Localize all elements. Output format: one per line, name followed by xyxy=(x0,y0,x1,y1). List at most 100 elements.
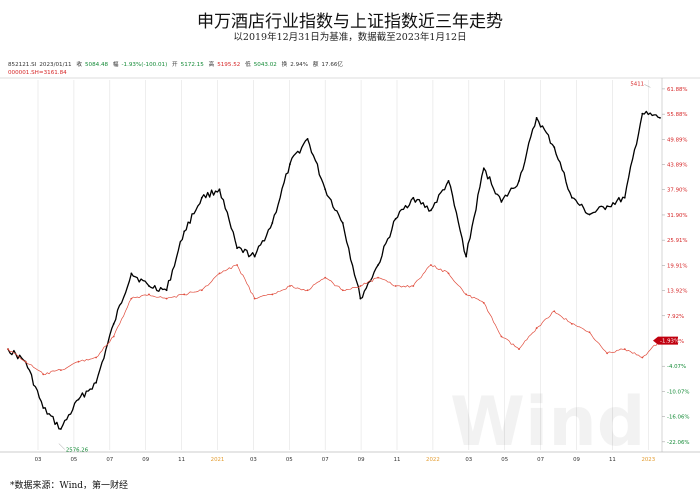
data-point xyxy=(42,407,45,409)
data-point xyxy=(7,348,9,350)
data-point xyxy=(623,348,626,350)
data-point xyxy=(95,381,98,384)
info-date: 2023/01/11 xyxy=(39,62,72,68)
info-code: 852121.SI xyxy=(8,62,37,68)
y-tick-label: 43.89% xyxy=(667,163,688,169)
data-point xyxy=(324,276,327,279)
info-turnover: 2.94% xyxy=(290,62,309,68)
data-point xyxy=(659,116,661,119)
data-point xyxy=(218,188,221,191)
data-point xyxy=(236,264,238,266)
data-point xyxy=(289,163,291,165)
data-point xyxy=(641,112,644,115)
data-point xyxy=(200,196,203,199)
data-point xyxy=(218,272,221,275)
y-tick-label: 7.92% xyxy=(667,314,684,320)
data-point xyxy=(482,301,485,304)
info-high-label: 高 xyxy=(208,62,215,68)
data-point xyxy=(200,289,203,292)
y-tick-label: 61.88% xyxy=(667,87,688,93)
data-point xyxy=(112,335,115,338)
data-point xyxy=(183,293,186,296)
y-tick-label: 49.89% xyxy=(667,137,688,143)
last-value-label: -1.93% xyxy=(660,339,679,345)
x-tick-label: 03 xyxy=(35,457,42,463)
data-point xyxy=(130,297,133,300)
data-point xyxy=(465,293,468,296)
x-tick-label: 2022 xyxy=(426,457,440,463)
data-point xyxy=(623,196,626,199)
min-annotation: 2576.26 xyxy=(66,448,89,454)
info-low: 5043.02 xyxy=(253,62,277,68)
data-point xyxy=(148,293,150,296)
info-open: 5172.15 xyxy=(180,62,204,68)
data-point xyxy=(341,222,344,224)
x-tick-label: 03 xyxy=(465,457,472,463)
y-tick-label: -4.07% xyxy=(667,364,686,370)
x-tick-label: 05 xyxy=(70,457,77,463)
data-point xyxy=(535,116,538,119)
data-point xyxy=(500,335,503,338)
y-tick-label: -10.07% xyxy=(667,389,690,395)
x-tick-label: 09 xyxy=(358,457,365,463)
data-point xyxy=(465,255,468,258)
info-change: -1.93%(-100.01) xyxy=(121,62,168,68)
x-tick-label: 03 xyxy=(250,457,257,463)
data-point xyxy=(112,322,115,325)
x-tick-label: 05 xyxy=(286,457,293,463)
x-tick-label: 05 xyxy=(501,457,508,463)
data-point xyxy=(606,205,609,208)
y-tick-label: -16.06% xyxy=(667,415,690,421)
data-point xyxy=(553,310,556,313)
data-point xyxy=(482,167,485,170)
info-open-label: 开 xyxy=(172,62,178,68)
data-point xyxy=(394,217,397,220)
y-tick-label: 25.91% xyxy=(667,238,688,244)
data-point xyxy=(59,428,62,430)
data-point xyxy=(341,289,344,292)
info-change-label: 幅 xyxy=(112,62,119,68)
data-point xyxy=(306,137,309,140)
data-point xyxy=(24,360,27,363)
data-point xyxy=(253,255,256,258)
data-point xyxy=(324,188,327,191)
data-point xyxy=(77,360,80,363)
y-tick-label: 19.91% xyxy=(667,263,688,269)
data-point xyxy=(430,264,432,266)
data-point xyxy=(447,180,450,182)
min-annotation-pointer xyxy=(58,443,66,450)
data-point xyxy=(59,369,62,372)
x-tick-label: 11 xyxy=(178,457,185,463)
max-annotation-pointer xyxy=(644,84,651,88)
info-low-label: 低 xyxy=(245,62,251,68)
data-point xyxy=(306,289,309,292)
x-tick-label: 2023 xyxy=(641,457,655,463)
info-turnover-label: 换 xyxy=(281,62,288,68)
data-point xyxy=(253,297,256,300)
data-point xyxy=(183,230,186,233)
y-tick-label: 31.90% xyxy=(667,213,688,219)
info-high: 5195.52 xyxy=(217,62,241,68)
data-point xyxy=(394,285,397,287)
info-amount-label: 额 xyxy=(312,62,319,68)
data-point xyxy=(377,264,379,266)
data-point xyxy=(447,272,450,275)
data-point xyxy=(500,201,503,203)
data-point xyxy=(289,285,291,287)
series-line-000001.SH xyxy=(7,264,661,376)
data-point xyxy=(570,196,573,199)
x-tick-label: 11 xyxy=(609,457,616,463)
x-tick-label: 09 xyxy=(573,457,580,463)
data-point xyxy=(412,285,415,287)
data-point xyxy=(271,293,274,296)
data-point xyxy=(518,180,520,182)
max-annotation: 5411 xyxy=(630,81,644,87)
chart-title: 申万酒店行业指数与上证指数近三年走势 xyxy=(197,12,503,32)
x-tick-label: 07 xyxy=(537,457,544,463)
info-close-label: 收 xyxy=(76,62,82,68)
data-point xyxy=(165,289,168,292)
x-tick-label: 2021 xyxy=(211,457,225,463)
data-point xyxy=(359,285,362,287)
data-point xyxy=(412,196,415,199)
